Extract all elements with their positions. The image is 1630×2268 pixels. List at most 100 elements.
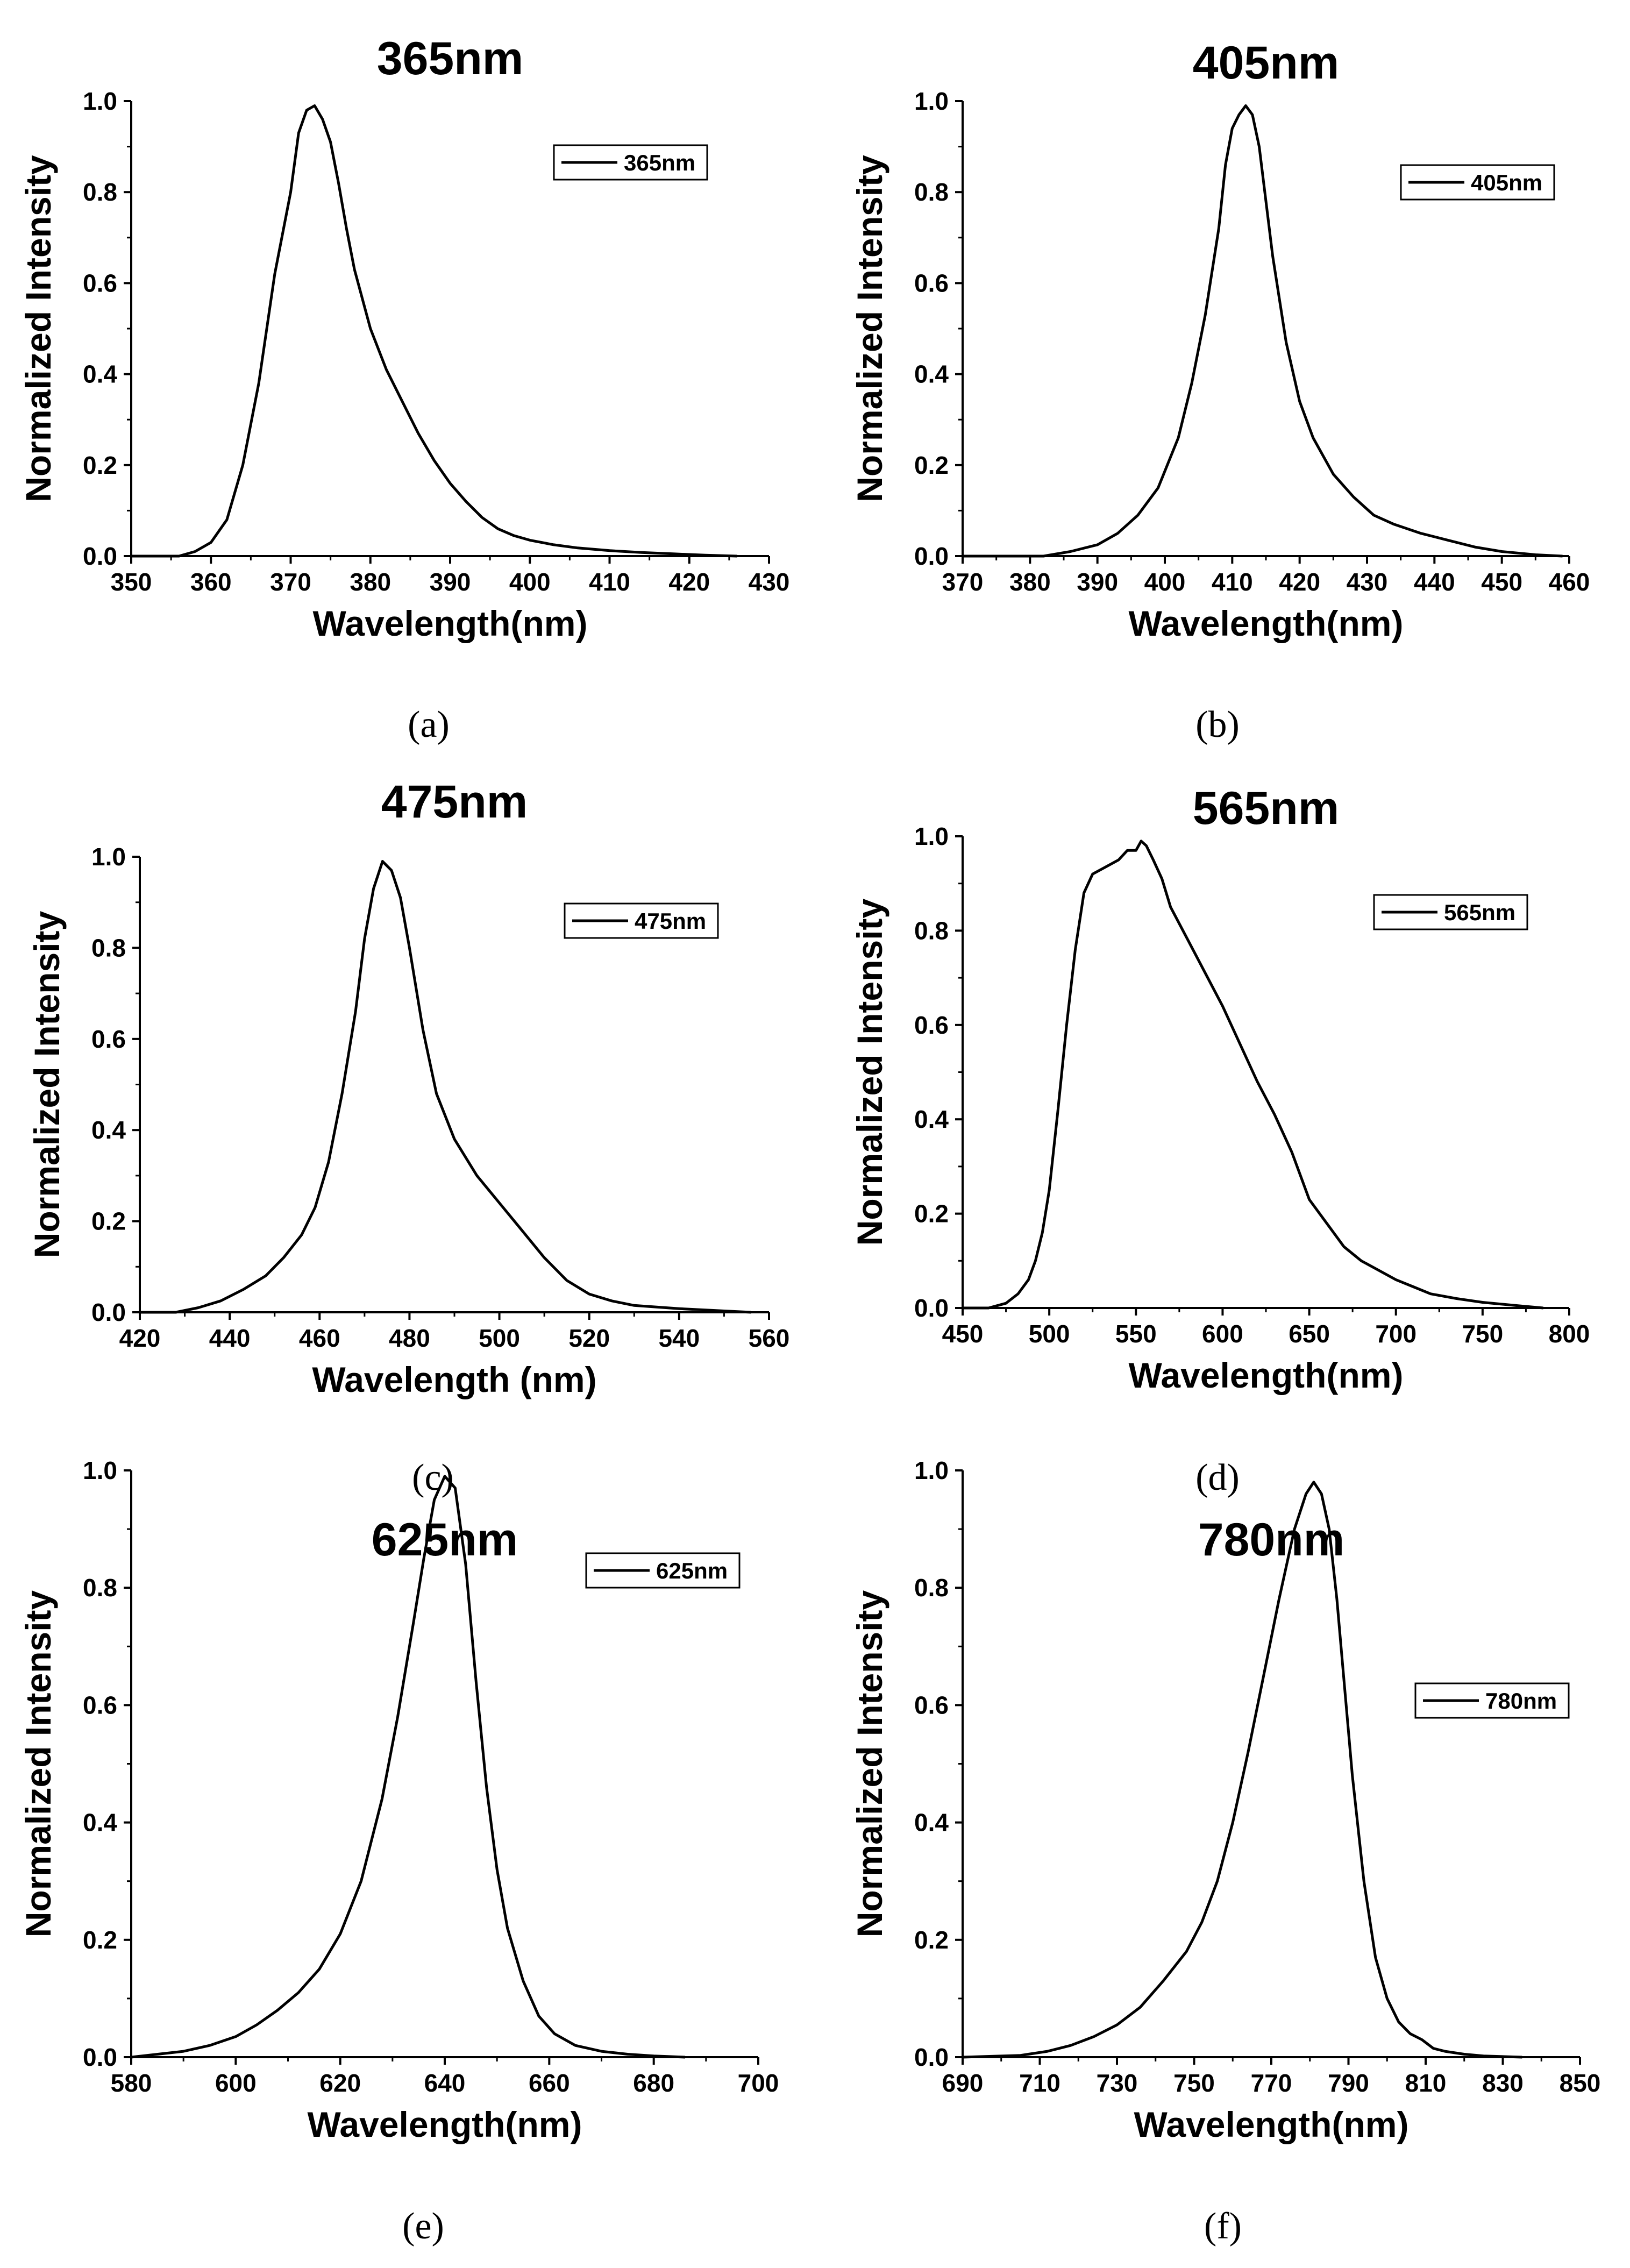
x-tick-label: 730 xyxy=(1097,2069,1138,2097)
y-tick-label: 0.0 xyxy=(83,2043,117,2071)
x-tick-label: 850 xyxy=(1560,2069,1601,2097)
panel-caption: (a) xyxy=(408,704,450,745)
y-tick-label: 0.2 xyxy=(83,1926,117,1954)
x-tick-label: 390 xyxy=(1077,568,1118,596)
panel-caption: (d) xyxy=(1195,1457,1240,1498)
x-tick-label: 690 xyxy=(942,2069,984,2097)
x-tick-label: 450 xyxy=(942,1320,984,1348)
y-tick-label: 0.2 xyxy=(91,1207,126,1235)
legend: 365nm xyxy=(553,144,708,181)
x-axis-label: Wavelength (nm) xyxy=(312,1360,596,1399)
y-axis-label: Normalized Intensity xyxy=(850,898,889,1246)
x-tick-label: 680 xyxy=(633,2069,674,2097)
chart-title: 405nm xyxy=(1193,37,1340,89)
chart-panel-5: 580 600 620 640 660 680 700 0.0 0.2 0.4 0.6 0.8 1.0 6… xyxy=(18,1456,779,2247)
x-tick-label: 370 xyxy=(270,568,311,596)
y-tick-label: 0.0 xyxy=(83,542,117,570)
x-tick-label: 500 xyxy=(479,1324,520,1352)
x-tick-label: 800 xyxy=(1549,1320,1590,1348)
y-tick-label: 0.4 xyxy=(83,1809,117,1837)
y-tick-label: 1.0 xyxy=(91,843,126,871)
y-tick-label: 0.6 xyxy=(83,269,117,297)
legend-label: 475nm xyxy=(635,908,706,934)
x-axis-label: Wavelength(nm) xyxy=(1129,1355,1404,1395)
x-tick-label: 790 xyxy=(1328,2069,1369,2097)
legend: 625nm xyxy=(585,1552,741,1589)
y-tick-label: 0.8 xyxy=(914,1574,949,1602)
x-tick-label: 440 xyxy=(209,1324,251,1352)
y-tick-label: 0.8 xyxy=(914,178,949,206)
legend: 565nm xyxy=(1373,894,1528,930)
x-tick-label: 550 xyxy=(1115,1320,1157,1348)
chart-panel-1: 350 360 370 380 390 400 410 420 430 0.0 0.2 0.4 0.6 0… xyxy=(18,33,789,745)
chart-panel-4: 450 500 550 600 650 700 750 800 0.0 0.2 0.4 0.6 0.8 1… xyxy=(850,783,1590,1498)
series-line-565nm xyxy=(963,840,1543,1310)
y-tick-label: 0.0 xyxy=(914,1294,949,1322)
y-axis-label: Normalized Intensity xyxy=(18,155,58,502)
x-tick-label: 430 xyxy=(749,568,790,596)
x-tick-label: 400 xyxy=(1144,568,1186,596)
x-tick-label: 450 xyxy=(1481,568,1522,596)
x-tick-label: 700 xyxy=(1375,1320,1417,1348)
x-tick-label: 660 xyxy=(529,2069,570,2097)
x-tick-label: 500 xyxy=(1029,1320,1070,1348)
x-tick-label: 460 xyxy=(299,1324,340,1352)
y-tick-label: 0.8 xyxy=(91,934,126,962)
y-tick-label: 1.0 xyxy=(914,822,949,850)
y-tick-label: 0.4 xyxy=(914,360,949,388)
x-tick-label: 620 xyxy=(319,2069,361,2097)
x-tick-label: 830 xyxy=(1482,2069,1524,2097)
legend-label: 365nm xyxy=(624,150,695,175)
x-tick-label: 410 xyxy=(1212,568,1253,596)
legend-label: 780nm xyxy=(1485,1688,1557,1714)
x-tick-label: 600 xyxy=(1202,1320,1243,1348)
x-tick-label: 420 xyxy=(119,1324,161,1352)
series-line-625nm xyxy=(131,1475,686,2059)
x-tick-label: 370 xyxy=(942,568,984,596)
chart-panel-2: 370 380 390 400 410 420 430 440 450 460 0.0 0.2 0.4 0… xyxy=(850,37,1590,745)
x-tick-label: 750 xyxy=(1173,2069,1215,2097)
y-tick-label: 0.0 xyxy=(914,542,949,570)
x-tick-label: 420 xyxy=(668,568,710,596)
x-tick-label: 390 xyxy=(430,568,471,596)
x-tick-label: 520 xyxy=(568,1324,610,1352)
legend-label: 405nm xyxy=(1471,170,1542,195)
legend: 780nm xyxy=(1414,1682,1570,1719)
y-tick-label: 0.6 xyxy=(914,269,949,297)
series-line-780nm xyxy=(962,1481,1522,2059)
x-tick-label: 380 xyxy=(350,568,391,596)
legend-label: 625nm xyxy=(656,1558,728,1583)
chart-panel-3: 420 440 460 480 500 520 540 560 0.0 0.2 0.4 0.6 0.8 1… xyxy=(27,776,789,1498)
y-tick-label: 0.4 xyxy=(91,1116,126,1144)
x-tick-label: 400 xyxy=(509,568,551,596)
y-tick-label: 0.2 xyxy=(914,451,949,479)
x-tick-label: 770 xyxy=(1251,2069,1292,2097)
x-tick-label: 640 xyxy=(424,2069,466,2097)
y-axis-label: Normalized Intensity xyxy=(850,1590,889,1937)
panel-caption: (e) xyxy=(402,2206,444,2247)
x-axis-label: Wavelength(nm) xyxy=(308,2105,582,2144)
y-tick-label: 0.8 xyxy=(83,178,117,206)
x-tick-label: 460 xyxy=(1549,568,1590,596)
y-tick-label: 1.0 xyxy=(83,87,117,115)
chart-title: 475nm xyxy=(381,776,528,828)
y-tick-label: 0.6 xyxy=(914,1691,949,1719)
x-tick-label: 430 xyxy=(1347,568,1388,596)
x-axis-label: Wavelength(nm) xyxy=(1134,2105,1409,2144)
x-tick-label: 580 xyxy=(111,2069,152,2097)
y-tick-label: 1.0 xyxy=(914,87,949,115)
chart-title: 780nm xyxy=(1198,1514,1345,1566)
x-axis-label: Wavelength(nm) xyxy=(1129,603,1404,643)
y-axis-label: Normalized Intensity xyxy=(27,911,67,1258)
series-line-405nm xyxy=(963,104,1563,558)
x-tick-label: 650 xyxy=(1289,1320,1330,1348)
x-tick-label: 600 xyxy=(215,2069,257,2097)
y-tick-label: 0.4 xyxy=(914,1105,949,1133)
x-tick-label: 560 xyxy=(749,1324,790,1352)
x-tick-label: 750 xyxy=(1462,1320,1503,1348)
y-tick-label: 0.4 xyxy=(83,360,117,388)
chart-title: 365nm xyxy=(377,33,524,84)
legend: 475nm xyxy=(564,902,719,939)
y-tick-label: 0.6 xyxy=(914,1011,949,1039)
y-tick-label: 0.2 xyxy=(83,451,117,479)
